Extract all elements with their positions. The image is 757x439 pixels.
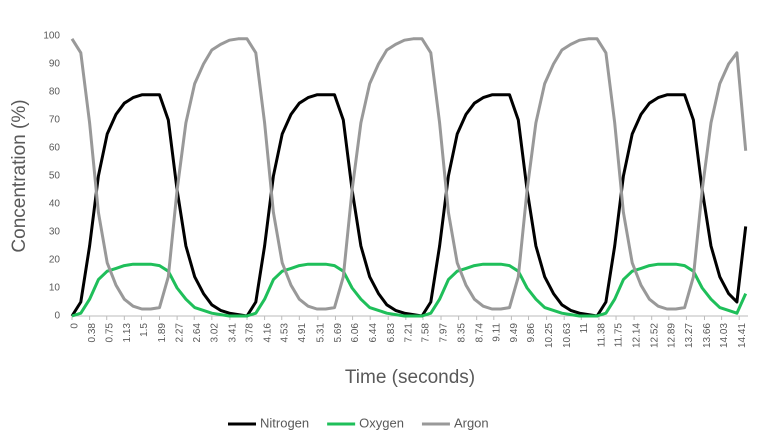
y-tick-label: 70 (49, 115, 61, 126)
x-tick-label: 10.63 (562, 323, 573, 348)
x-tick-label: 5.31 (316, 323, 327, 343)
y-tick-label: 10 (49, 283, 61, 294)
x-tick-label: 8.74 (474, 323, 485, 343)
x-tick-label: 12.89 (666, 323, 677, 348)
x-tick-label: 9.86 (526, 323, 537, 343)
series-line (70, 37, 748, 311)
y-tick-label: 30 (49, 227, 61, 238)
x-tick-label: 11.38 (597, 323, 608, 348)
y-tick-label: 80 (49, 87, 61, 98)
y-tick-label: 100 (43, 31, 60, 42)
x-tick-label: 14.03 (719, 323, 730, 348)
series-line (71, 262, 748, 318)
x-tick-label: 7.97 (439, 323, 450, 343)
legend-label: Nitrogen (260, 415, 309, 430)
x-tick-label: 9.11 (491, 323, 502, 342)
legend-label: Argon (454, 415, 489, 430)
x-tick-label: 1.89 (157, 323, 168, 343)
y-axis-title: Concentration (%) (9, 99, 30, 252)
x-tick-label: 6.44 (368, 323, 379, 343)
x-tick-label: 12.14 (632, 323, 643, 348)
x-tick-label: 4.16 (262, 323, 273, 343)
x-tick-label: 1.13 (122, 323, 133, 343)
x-tick-label: 6.06 (350, 323, 361, 343)
y-tick-label: 40 (49, 199, 61, 210)
y-tick-label: 0 (54, 311, 60, 322)
x-tick-label: 6.83 (386, 323, 397, 343)
x-tick-label: 11 (579, 323, 590, 334)
x-tick-label: 0 (70, 323, 81, 329)
series-line (70, 93, 748, 318)
x-tick-label: 2.27 (175, 323, 186, 343)
x-tick-label: 7.21 (403, 323, 414, 343)
y-tick-label: 50 (49, 171, 61, 182)
x-tick-label: 4.53 (279, 323, 290, 343)
x-tick-label: 13.27 (684, 323, 695, 348)
x-tick-label: 1.5 (139, 323, 150, 337)
x-tick-label: 10.25 (544, 323, 555, 348)
x-tick-label: 13.66 (702, 323, 713, 348)
x-axis-title: Time (seconds) (345, 367, 475, 388)
legend-label: Oxygen (359, 415, 404, 430)
x-tick-label: 4.91 (297, 323, 308, 343)
x-tick-label: 3.78 (245, 323, 256, 343)
x-tick-label: 14.41 (737, 323, 748, 348)
x-tick-label: 7.58 (421, 323, 432, 343)
x-tick-label: 8.35 (456, 323, 467, 343)
y-tick-label: 60 (49, 143, 61, 154)
x-tick-label: 5.69 (333, 323, 344, 343)
x-tick-label: 9.49 (509, 323, 520, 343)
x-tick-label: 3.41 (228, 323, 239, 343)
x-tick-label: 2.64 (192, 323, 203, 343)
x-tick-label: 11.75 (614, 323, 625, 348)
y-tick-label: 20 (49, 255, 61, 266)
y-tick-label: 90 (49, 59, 61, 70)
x-tick-label: 3.02 (209, 323, 220, 343)
x-tick-label: 0.75 (104, 323, 115, 343)
x-tick-label: 12.52 (649, 323, 660, 348)
x-tick-label: 0.38 (87, 323, 98, 343)
